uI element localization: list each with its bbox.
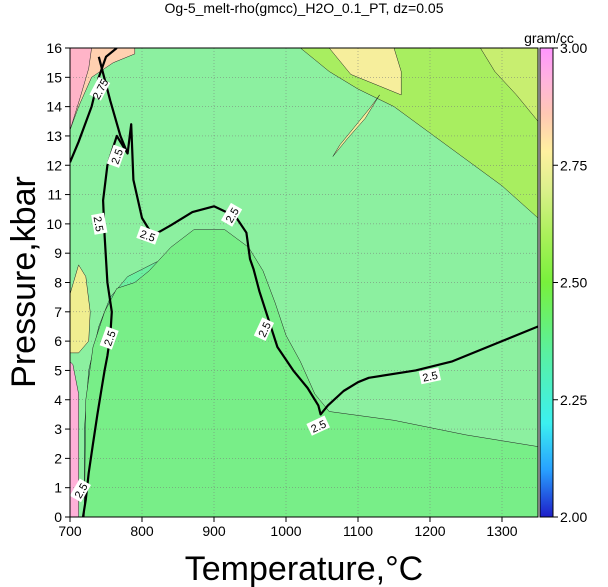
contour-label-box [106, 144, 126, 168]
y-tick-label: 7 [54, 304, 62, 320]
grid-lines [69, 47, 538, 518]
x-axis-ticks: 700 800 900 1000 1100 1200 1300 [58, 517, 518, 539]
chart-title: Og-5_melt-rho(gmcc)_H2O_0.1_PT, dz=0.05 [165, 0, 444, 16]
x-axis-label: Temperature,°C [185, 550, 423, 587]
contour-label-box [89, 76, 111, 101]
y-tick-label: 14 [46, 99, 62, 115]
colorbar-tick-label: 2.50 [560, 275, 587, 291]
contour-label-text: 2.5 [102, 329, 119, 347]
contour-label-box [306, 415, 330, 436]
contour-label-text: 2.5 [91, 215, 105, 232]
x-tick-label: 800 [130, 523, 154, 539]
contour-label: 2.5 [418, 367, 442, 385]
y-axis-label: Pressure,kbar [5, 176, 43, 388]
x-tick-label: 1100 [343, 523, 373, 539]
colorbar-unit-label: gram/cc [524, 30, 574, 46]
density-region [286, 48, 402, 96]
y-tick-label: 12 [46, 157, 62, 173]
contour-label-box [91, 212, 108, 235]
y-tick-label: 4 [54, 392, 62, 408]
colorbar-ticks: 2.00 2.25 2.50 2.75 3.00 [553, 40, 587, 525]
y-tick-label: 6 [54, 333, 62, 349]
contour-label: 2.5 [91, 212, 108, 235]
colorbar-tick-label: 2.00 [560, 509, 587, 525]
y-tick-label: 13 [46, 128, 62, 144]
colorbar-tick-label: 3.00 [560, 40, 587, 56]
contour-label: 2.5 [253, 317, 275, 341]
contour-label-text: 2.5 [257, 320, 274, 339]
y-tick-label: 10 [46, 216, 62, 232]
contour-label: 2.5 [136, 225, 160, 245]
contour-label-box [253, 317, 275, 341]
density-regions [70, 48, 538, 517]
plot-area: 2.752.52.52.52.52.52.52.52.52.5 [69, 47, 539, 518]
y-tick-label: 9 [54, 245, 62, 261]
colorbar-tick-label: 2.75 [560, 157, 587, 173]
y-tick-label: 15 [46, 69, 62, 85]
density-region [480, 48, 538, 122]
x-tick-label: 1300 [486, 523, 517, 539]
contour-labels: 2.752.52.52.52.52.52.52.52.52.5 [69, 76, 442, 503]
x-tick-label: 1000 [270, 523, 301, 539]
y-tick-label: 2 [54, 450, 62, 466]
x-tick-label: 900 [202, 523, 226, 539]
contour-label-box [136, 225, 160, 245]
colorbar-tick-label: 2.25 [560, 392, 587, 408]
density-region [70, 264, 91, 354]
density-region [70, 48, 92, 131]
contour-label-text: 2.5 [309, 418, 328, 435]
contour-label: 2.5 [106, 144, 126, 168]
y-tick-label: 1 [54, 480, 62, 496]
x-tick-label: 700 [58, 523, 82, 539]
density-region [332, 94, 380, 157]
y-tick-label: 8 [54, 275, 62, 291]
y-tick-label: 16 [46, 40, 62, 56]
y-tick-label: 5 [54, 362, 62, 378]
contour-label-text: 2.5 [421, 370, 438, 385]
contour-label-text: 2.5 [138, 228, 156, 245]
contour-label-box [418, 367, 442, 385]
contour-label-box [69, 478, 91, 503]
y-tick-label: 3 [54, 421, 62, 437]
density-region [235, 48, 538, 219]
contour-label-box [220, 202, 243, 227]
contour-label: 2.5 [99, 326, 119, 350]
x-tick-label: 1200 [414, 523, 445, 539]
contour-label-box [99, 326, 119, 350]
contour-label-text: 2.5 [109, 148, 126, 166]
y-tick-label: 11 [47, 187, 62, 203]
isopleth-2-5-line [97, 56, 538, 416]
density-region [70, 361, 79, 517]
colorbar: gram/cc 2.00 2.25 2.50 2.75 3.00 [524, 30, 587, 525]
colorbar-gradient [539, 47, 554, 518]
contour-label: 2.5 [306, 415, 330, 436]
y-tick-label: 0 [54, 509, 62, 525]
